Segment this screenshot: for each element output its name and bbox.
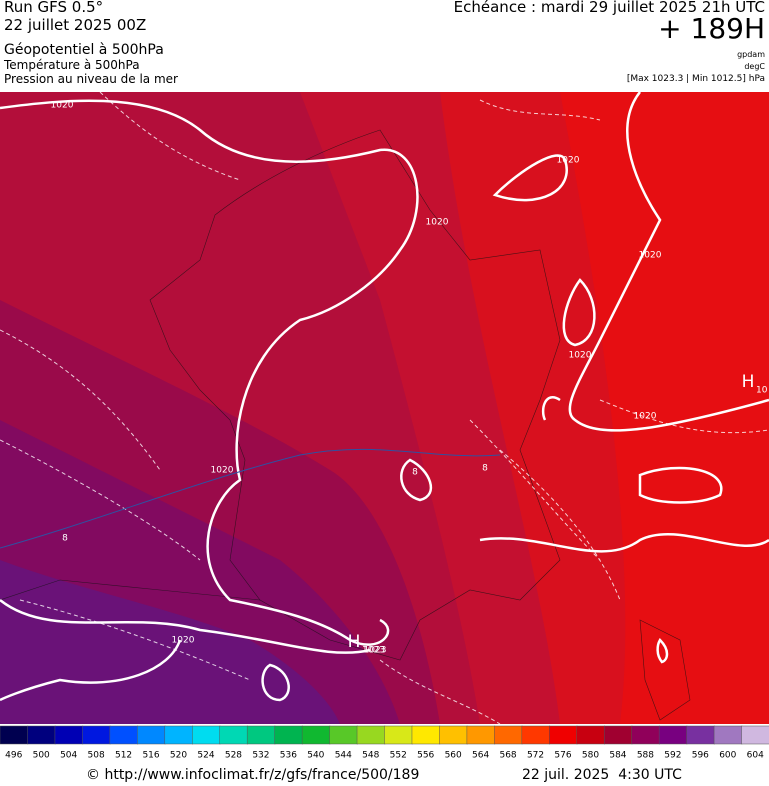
colorbar-label: 536 (280, 751, 297, 761)
colorbar-label: 552 (390, 751, 407, 761)
colorbar-swatch (603, 725, 633, 745)
colorbar-swatch (521, 725, 551, 745)
colorbar-swatch (549, 725, 578, 745)
colorbar-label: 528 (225, 751, 242, 761)
colorbar-label: 564 (472, 751, 489, 761)
timestamp: 22 juil. 2025 4:30 UTC (522, 767, 682, 783)
colorbar-label: 572 (527, 751, 544, 761)
contour-label: 1020 (172, 636, 195, 646)
colorbar-swatch (741, 725, 769, 745)
colorbar-swatch (439, 725, 468, 745)
colorbar-label: 512 (115, 751, 132, 761)
map-field: 1020 1020 1020 1020 1020 1020 1020 1020 1023 8 8 8 H… (0, 92, 769, 724)
colorbar-label: 496 (5, 751, 22, 761)
colorbar-swatch (192, 725, 221, 745)
map-labels: 1020 1020 1020 1020 1020 1020 1020 1020 1023 8 8 8 H… (51, 101, 768, 656)
colorbar-swatch (301, 725, 331, 745)
borders (0, 129, 691, 721)
isotherms (0, 92, 769, 724)
colorbar-label: 580 (582, 751, 599, 761)
colorbar-swatch (713, 725, 743, 745)
colorbar-label: 508 (88, 751, 105, 761)
colorbar-label: 556 (417, 751, 434, 761)
colorbar-swatch (164, 725, 194, 745)
layer-label: Pression au niveau de la mer (4, 72, 178, 86)
unit: gpdam (737, 50, 765, 59)
colorbar-label: 548 (362, 751, 379, 761)
colorbar-swatch (0, 725, 29, 745)
colorbar-label: 516 (142, 751, 159, 761)
colorbar-swatch (274, 725, 303, 745)
contour-label: 1020 (639, 251, 662, 261)
unit: degC (744, 62, 765, 71)
isotherm-zero (0, 448, 501, 549)
contour-label: 1023 (364, 646, 387, 656)
colorbar-label: 520 (170, 751, 187, 761)
high-marker: H (742, 372, 755, 392)
colorbar-label: 500 (33, 751, 50, 761)
high-value: 1023 (362, 646, 385, 656)
colorbar-swatch (631, 725, 660, 745)
colorbar-label: 584 (609, 751, 626, 761)
colorbar-swatch (494, 725, 523, 745)
colorbar-label: 576 (554, 751, 571, 761)
contour-label: 1020 (634, 412, 657, 422)
colorbar-label: 568 (499, 751, 516, 761)
colorbar-swatch (246, 725, 276, 745)
colorbar-label: 544 (335, 751, 352, 761)
colorbar-swatch (384, 725, 413, 745)
contour-label: 8 (482, 464, 488, 474)
colorbar-swatch (27, 725, 56, 745)
contour-label: 8 (412, 468, 418, 478)
colorbar-label: 532 (252, 751, 269, 761)
colorbar-swatch (686, 725, 715, 745)
pressure-range: [Max 1023.3 | Min 1012.5] hPa (626, 74, 765, 84)
layer-label: Température à 500hPa (4, 58, 140, 72)
colorbar-swatch (658, 725, 688, 745)
contour-label: 1020 (557, 156, 580, 166)
colorbar-label: 524 (197, 751, 214, 761)
high-value: 10 (756, 386, 768, 396)
colorbar: 496 500 504 508 512 516 520 524 528 532 536 540 544 5… (0, 725, 769, 761)
contour-label: 1020 (426, 218, 449, 228)
contour-label: 1020 (51, 101, 74, 111)
colorbar-label: 540 (307, 751, 324, 761)
colorbar-label: 604 (747, 751, 764, 761)
contour-label: 1020 (569, 351, 592, 361)
colorbar-swatch (137, 725, 166, 745)
colorbar-swatch (356, 725, 386, 745)
colorbar-label: 600 (719, 751, 736, 761)
colorbar-swatch (219, 725, 248, 745)
contour-label: 8 (62, 534, 68, 544)
high-marker: H (348, 632, 361, 652)
colorbar-swatch (54, 725, 84, 745)
contour-label: 1020 (211, 466, 234, 476)
colorbar-swatch (411, 725, 441, 745)
isobars (0, 92, 769, 702)
layer-label: Géopotentiel à 500hPa (4, 42, 164, 58)
colorbar-label: 592 (664, 751, 681, 761)
colorbar-label: 504 (60, 751, 77, 761)
source-url: © http://www.infoclimat.fr/z/gfs/france/… (86, 767, 420, 783)
echeance: Echéance : mardi 29 juillet 2025 21h UTC (453, 0, 765, 16)
colorbar-label: 588 (637, 751, 654, 761)
colorbar-swatch (109, 725, 139, 745)
run-title: Run GFS 0.5° (4, 0, 104, 16)
lead-time: + 189H (658, 12, 765, 45)
colorbar-swatch (82, 725, 111, 745)
colorbar-swatch (466, 725, 496, 745)
run-date: 22 juillet 2025 00Z (4, 16, 147, 34)
colorbar-swatch (576, 725, 605, 745)
colorbar-label: 560 (445, 751, 462, 761)
colorbar-label: 596 (692, 751, 709, 761)
colorbar-swatch (329, 725, 358, 745)
